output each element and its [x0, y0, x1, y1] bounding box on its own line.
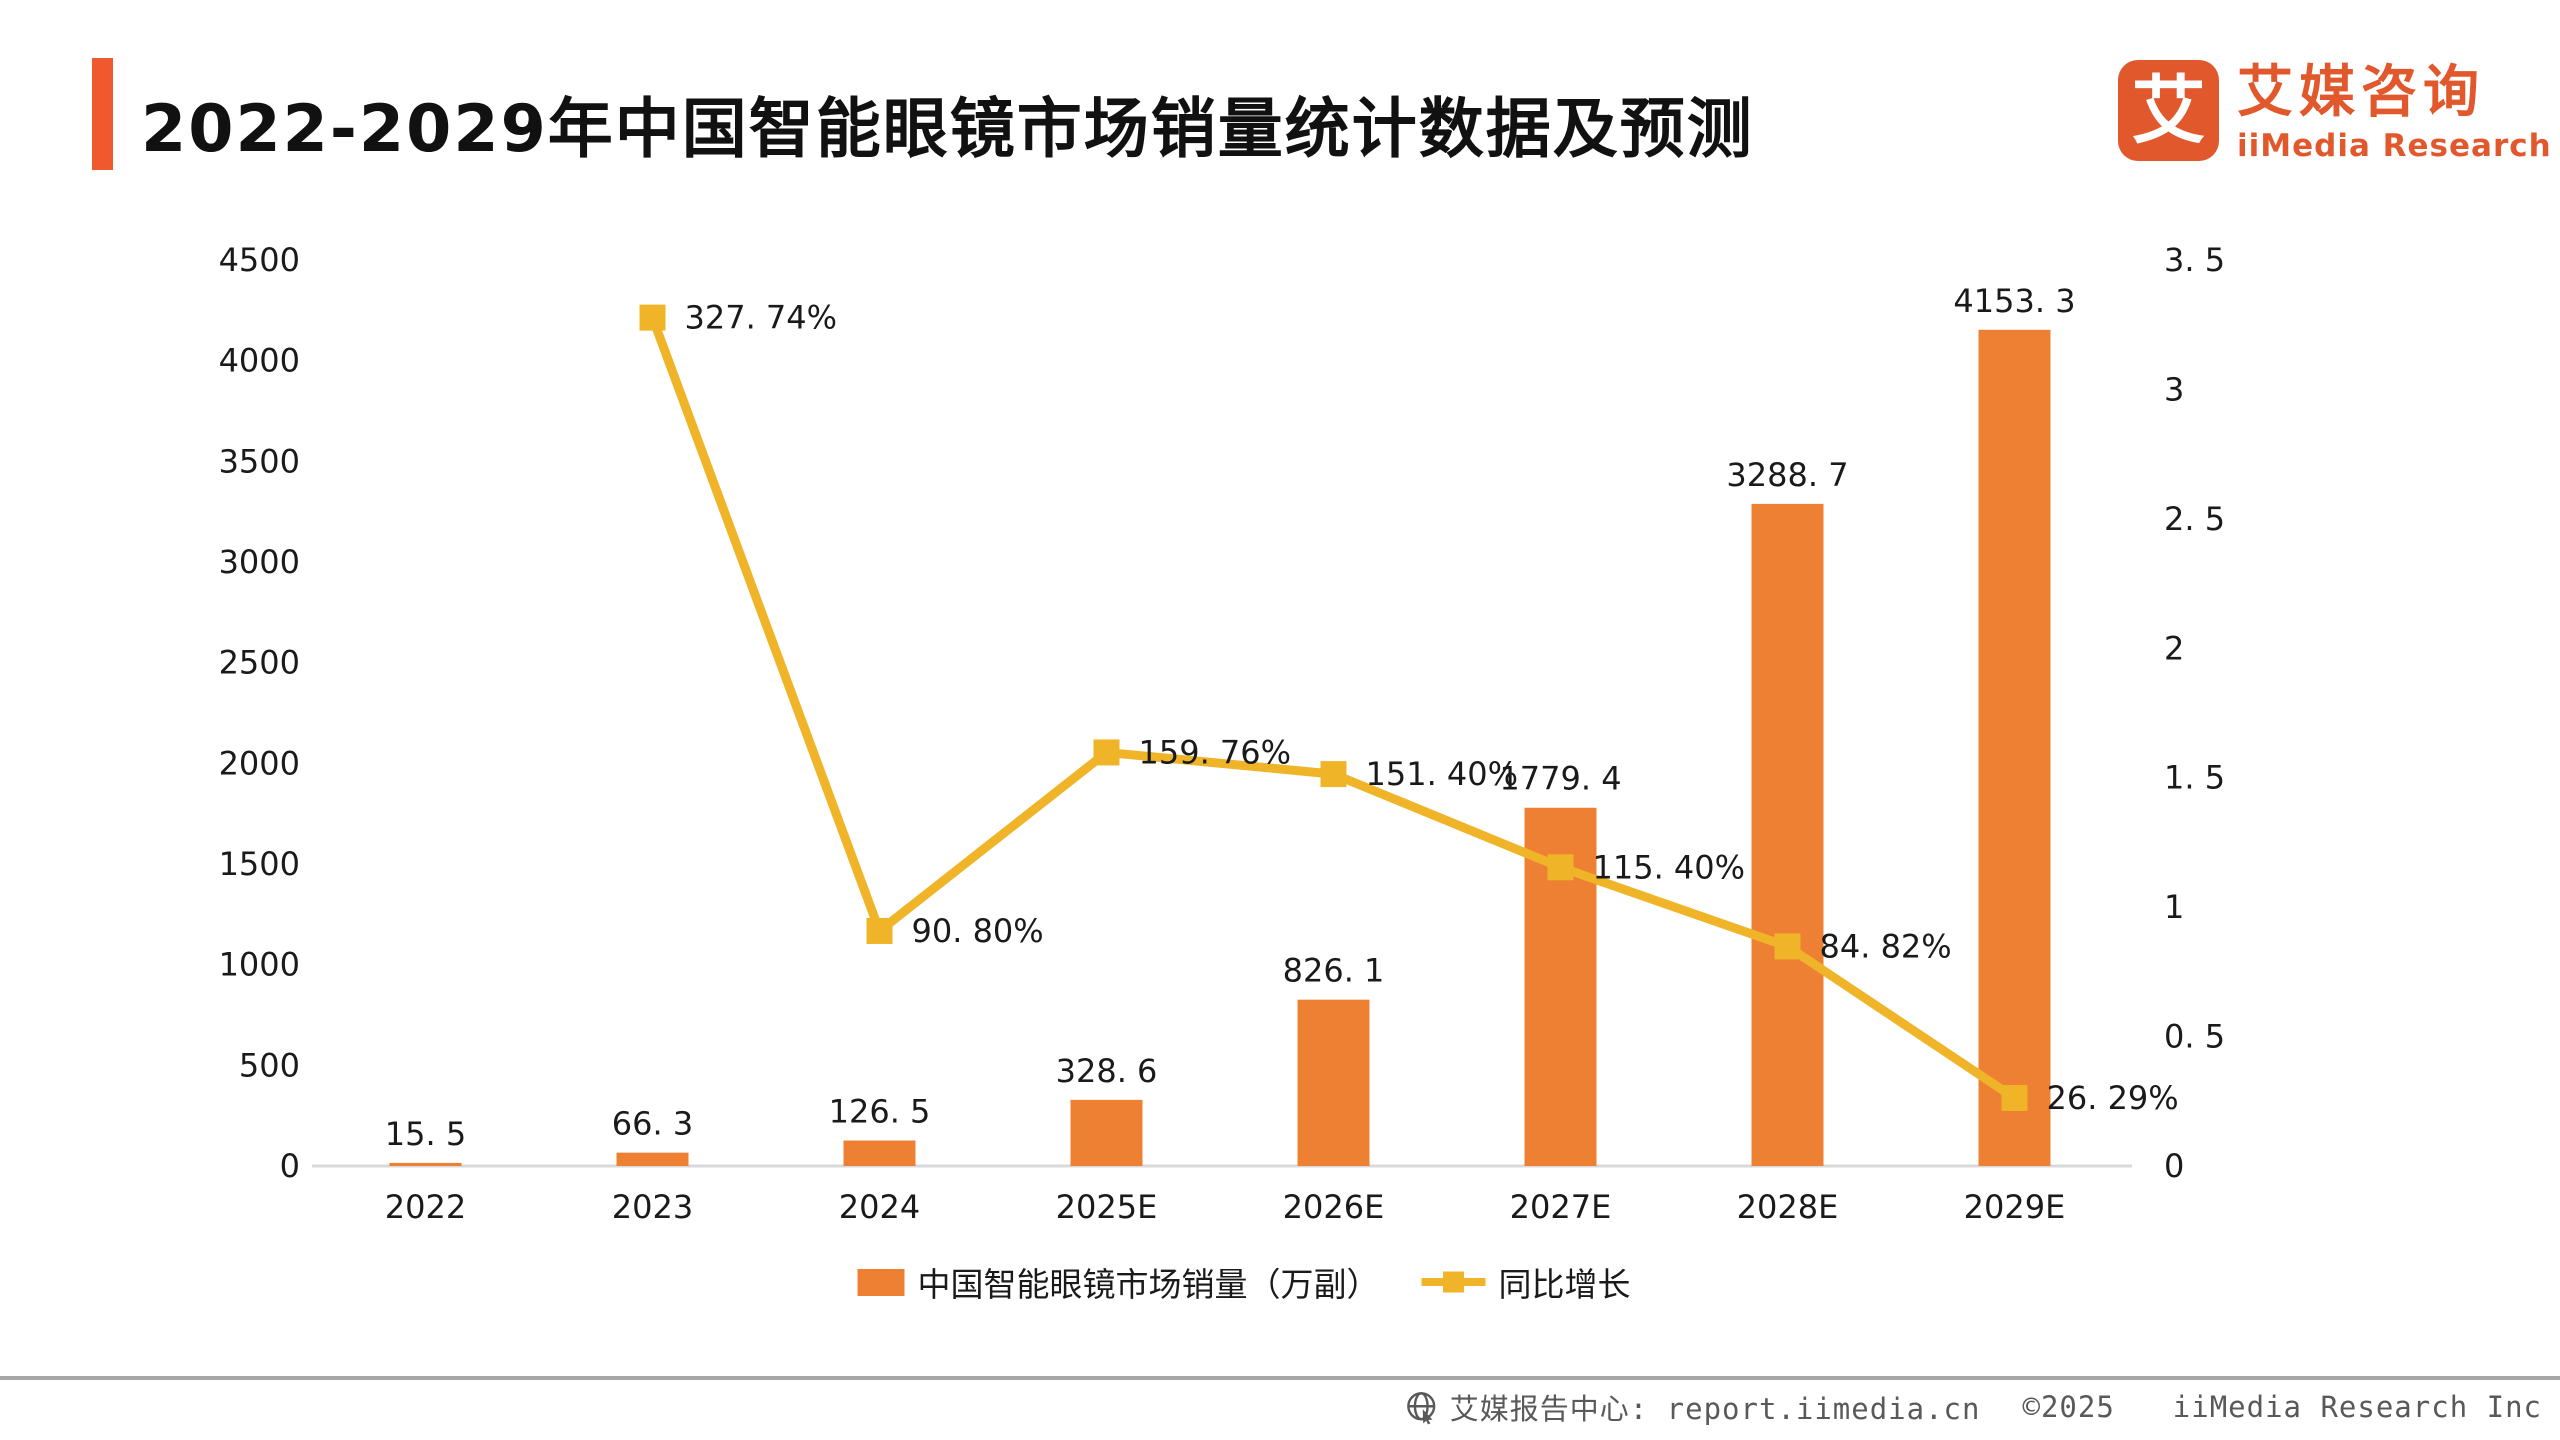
bar-value-label: 3288. 7	[1726, 456, 1848, 494]
logo-mark-icon: 艾	[2118, 60, 2219, 161]
logo-text: 艾媒咨询 iiMedia Research	[2237, 60, 2552, 164]
growth-marker-2028E	[1774, 933, 1801, 960]
growth-marker-2026E	[1320, 761, 1347, 788]
right-axis-tick: 2	[2164, 629, 2184, 667]
right-axis-tick: 3	[2164, 370, 2184, 408]
bar-2024	[843, 1140, 916, 1166]
bar-2023	[616, 1152, 689, 1166]
bar-series-label: 中国智能眼镜市场销量（万副）	[917, 1265, 1380, 1304]
chart-legend: 中国智能眼镜市场销量（万副） 同比增长	[857, 1258, 1631, 1306]
x-axis-category-label: 2028E	[1737, 1188, 1839, 1226]
globe-icon	[1406, 1392, 1436, 1425]
x-axis-category-label: 2026E	[1283, 1188, 1385, 1226]
logo-glyph: 艾	[2131, 67, 2206, 154]
left-axis-tick: 3500	[219, 442, 300, 480]
growth-marker-2025E	[1093, 739, 1120, 766]
bar-2028E	[1751, 503, 1824, 1166]
growth-value-label: 159. 76%	[1139, 733, 1292, 771]
footer: 艾媒报告中心: report.iimedia.cn ©2025 iiMedia …	[1404, 1386, 2542, 1428]
growth-value-label: 151. 40%	[1366, 755, 1519, 793]
line-series-marker-icon	[1443, 1271, 1464, 1293]
logo-name-en: iiMedia Research	[2237, 127, 2552, 164]
bar-2025E	[1070, 1099, 1143, 1166]
left-axis-tick: 0	[280, 1147, 300, 1185]
title-accent-bar	[92, 58, 113, 170]
growth-marker-2029E	[2001, 1084, 2028, 1111]
right-axis-tick: 2. 5	[2164, 500, 2225, 538]
footer-company: iiMedia Research Inc	[2172, 1390, 2542, 1424]
footer-divider	[0, 1376, 2560, 1380]
x-axis-category-label: 2023	[612, 1188, 693, 1226]
line-series-swatch	[1421, 1271, 1486, 1293]
bar-value-label: 15. 5	[385, 1115, 466, 1153]
growth-marker-2024	[866, 917, 893, 944]
x-axis-category-label: 2025E	[1056, 1188, 1158, 1226]
growth-value-label: 84. 82%	[1820, 927, 1952, 965]
x-axis-category-label: 2027E	[1510, 1188, 1612, 1226]
bar-2026E	[1297, 999, 1370, 1166]
right-axis-tick: 0. 5	[2164, 1018, 2225, 1056]
page-title: 2022-2029年中国智能眼镜市场销量统计数据及预测	[141, 92, 1754, 167]
bar-value-label: 328. 6	[1056, 1052, 1158, 1090]
bar-value-label: 126. 5	[829, 1093, 931, 1131]
bar-value-label: 66. 3	[612, 1105, 693, 1143]
right-axis-tick: 1	[2164, 888, 2184, 926]
line-series-label: 同比增长	[1498, 1265, 1631, 1304]
left-axis-tick: 500	[239, 1046, 300, 1084]
right-axis-tick: 1. 5	[2164, 759, 2225, 797]
bar-value-label: 1779. 4	[1499, 760, 1621, 798]
left-axis-tick: 2000	[219, 744, 300, 782]
left-axis-tick: 2500	[219, 644, 300, 682]
bar-2022	[389, 1162, 462, 1166]
left-axis-tick: 4500	[219, 241, 300, 279]
bar-value-label: 826. 1	[1283, 952, 1385, 990]
growth-value-label: 327. 74%	[685, 299, 838, 337]
bar-2029E	[1978, 329, 2051, 1167]
x-axis-category-label: 2022	[385, 1188, 466, 1226]
right-axis-tick: 3. 5	[2164, 241, 2225, 279]
growth-value-label: 90. 80%	[912, 912, 1044, 950]
bar-value-label: 4153. 3	[1953, 282, 2075, 320]
growth-value-label: 115. 40%	[1593, 848, 1746, 886]
x-axis-category-label: 2024	[839, 1188, 920, 1226]
right-axis-tick: 0	[2164, 1147, 2184, 1185]
left-axis-tick: 3000	[219, 543, 300, 581]
logo-name-cn: 艾媒咨询	[2237, 60, 2485, 125]
logo: 艾 艾媒咨询 iiMedia Research	[2118, 60, 2552, 164]
growth-marker-2023	[639, 304, 666, 331]
growth-marker-2027E	[1547, 854, 1574, 881]
bar-series-swatch	[857, 1268, 905, 1296]
footer-source: 艾媒报告中心: report.iimedia.cn	[1449, 1392, 1981, 1426]
left-axis-tick: 1500	[219, 845, 300, 883]
growth-value-label: 26. 29%	[2047, 1079, 2179, 1117]
x-axis-category-label: 2029E	[1964, 1188, 2066, 1226]
left-axis-tick: 1000	[219, 946, 300, 984]
left-axis-tick: 4000	[219, 342, 300, 380]
footer-copyright: ©2025	[2022, 1390, 2115, 1424]
